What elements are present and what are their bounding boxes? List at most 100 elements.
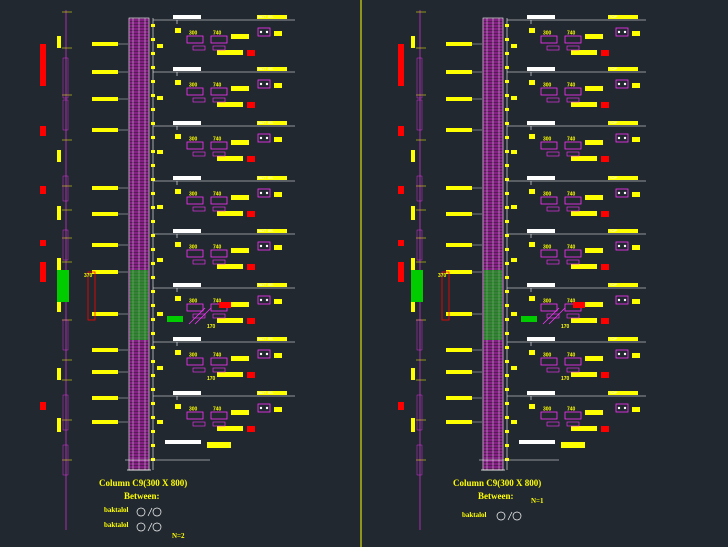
detail-red-mark: [247, 211, 255, 217]
tie-detail-box: [540, 357, 558, 366]
detail-bottom-bar: [217, 211, 243, 216]
floor-label-bar: [446, 97, 472, 101]
detail-note-long: [231, 86, 249, 91]
section-glyph: [257, 27, 271, 37]
rail-red-marker: [40, 402, 46, 410]
detail-dim-a: 300: [189, 353, 198, 359]
tie-detail-small: [192, 206, 206, 212]
tie-detail-box: [210, 141, 228, 150]
column-edge-tick: [151, 206, 155, 209]
detail-note: [529, 189, 535, 194]
floor-label-bar: [446, 70, 472, 74]
section-glyph: [615, 295, 629, 305]
column-edge-tick: [505, 164, 509, 167]
section-glyph: [615, 241, 629, 251]
detail-note: [175, 404, 181, 409]
floor-tag-box: [173, 229, 201, 233]
column-edge-tick: [151, 276, 155, 279]
detail-red-mark: [247, 318, 255, 324]
column-edge-tick: [151, 304, 155, 307]
red-callout-box: [87, 271, 96, 321]
section-tag-bar: [257, 176, 287, 180]
floor-tag-box: [173, 121, 201, 125]
red-callout-box: [441, 271, 450, 321]
detail-dim-a: 300: [543, 245, 552, 251]
tie-detail-small: [566, 45, 580, 51]
section-tag-text: NOT SS: [258, 175, 273, 180]
detail-note: [529, 80, 535, 85]
tie-detail-small: [546, 421, 560, 427]
detail-note-long: [585, 410, 603, 415]
floor-label-bar: [446, 396, 472, 400]
rail-red-marker: [40, 126, 46, 136]
floor-tag-text: NOT SS: [175, 390, 192, 395]
column-edge-tick: [151, 444, 155, 447]
left-legend-label-1: baktalol: [104, 506, 129, 514]
section-tag-text: TOP: [609, 14, 617, 19]
floor-tag-text: NOT SS: [175, 282, 192, 287]
section-tag-bar: [608, 15, 638, 19]
section-glyph-note: [274, 407, 282, 412]
tie-detail-small: [546, 206, 560, 212]
detail-dim-a: 300: [189, 245, 198, 251]
column-edge-tick: [505, 332, 509, 335]
detail-bottom-bar: [571, 211, 597, 216]
section-glyph-bar: [617, 136, 621, 140]
floor-tag-box: [173, 337, 201, 341]
detail-red-mark: [601, 102, 609, 108]
section-glyph: [257, 133, 271, 143]
foundation-tag-box: [519, 440, 555, 444]
detail-red-mark: [601, 156, 609, 162]
tie-detail-small: [546, 367, 560, 373]
section-glyph-bar: [259, 406, 263, 410]
column-edge-tick: [151, 234, 155, 237]
section-glyph-bar: [265, 298, 269, 302]
rail-label-box: [62, 319, 69, 351]
splice-dim-lower: 170: [561, 376, 570, 382]
legend-glyph-slash: [507, 511, 513, 521]
floor-label-bar: [446, 348, 472, 352]
section-glyph-note: [274, 299, 282, 304]
section-glyph-bar: [623, 136, 627, 140]
rail-dim-text: [411, 150, 415, 162]
tie-detail-box: [564, 411, 582, 420]
floor-tag-box: [173, 391, 201, 395]
detail-left-note: [511, 312, 517, 316]
detail-note-long: [231, 356, 249, 361]
detail-dim-a: 300: [543, 299, 552, 305]
floor-label-bar: [92, 348, 118, 352]
section-tag-text: TOP: [609, 228, 617, 233]
right-n-label: N=1: [531, 497, 544, 505]
green-dim-label: 370: [84, 273, 93, 279]
tie-detail-box: [210, 357, 228, 366]
section-glyph: [257, 349, 271, 359]
section-glyph-note: [274, 31, 282, 36]
detail-left-note: [511, 366, 517, 370]
detail-red-mark: [601, 426, 609, 432]
right-legend-label: baktalol: [462, 511, 487, 519]
sheet-right: 370 TOP TOP 300 740 TOP TOP 300 740 TOP TOP 300 740 T…: [398, 10, 646, 530]
detail-dim-b: 740: [213, 192, 222, 198]
column-edge-tick: [505, 360, 509, 363]
legend-glyph-circle: [152, 507, 162, 517]
detail-left-note: [511, 96, 517, 100]
tie-detail-box: [186, 357, 204, 366]
detail-dim-a: 300: [543, 192, 552, 198]
section-glyph-bar: [265, 406, 269, 410]
splice-bar-a: [542, 307, 560, 325]
column-edge-tick: [505, 94, 509, 97]
section-glyph-note: [274, 83, 282, 88]
column-edge-tick: [505, 38, 509, 41]
column-edge-tick: [151, 80, 155, 83]
rail-dim-text: [57, 206, 61, 220]
floor-label-bar: [446, 243, 472, 247]
column-edge-tick: [151, 122, 155, 125]
floor-label-bar: [92, 370, 118, 374]
detail-dim-b: 740: [567, 245, 576, 251]
column-edge-tick: [151, 346, 155, 349]
section-glyph-bar: [617, 82, 621, 86]
detail-bottom-bar: [217, 264, 243, 269]
tie-detail-box: [540, 87, 558, 96]
rail-red-marker: [40, 44, 46, 86]
